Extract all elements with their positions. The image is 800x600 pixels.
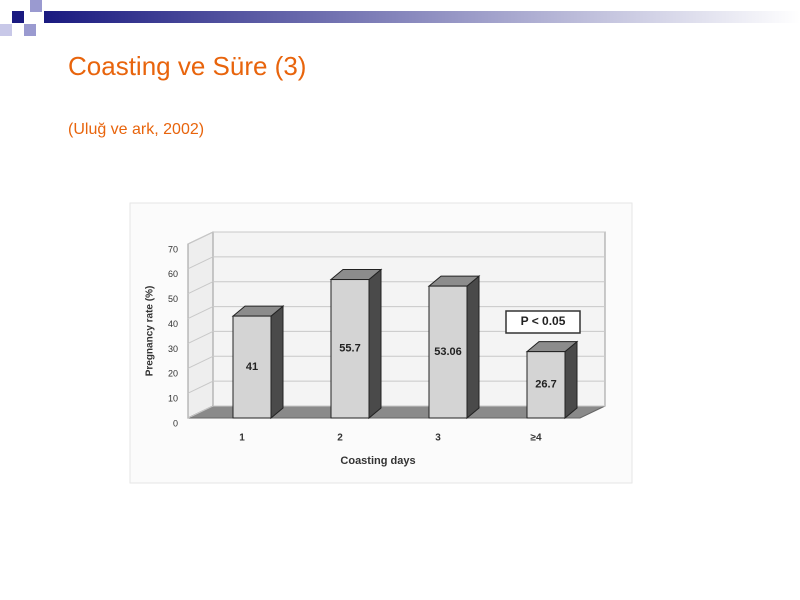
grid-line [187,256,214,270]
y-tick-label: 10 [168,394,178,404]
grid-line [187,380,214,394]
grid-line [187,330,214,344]
y-tick-label: 40 [168,319,178,329]
slide-title: Coasting ve Süre (3) [68,51,306,81]
chart: 0 10 20 30 40 50 60 70 Pregnancy rate (%) Coastin… [145,231,606,467]
data-label: 41 [246,361,258,373]
x-tick-label: 1 [239,433,245,444]
x-tick-label: 3 [435,433,441,444]
y-tick-label: 50 [168,294,178,304]
data-label: 55.7 [339,343,360,355]
annotation-box [505,310,581,334]
bar [232,315,272,419]
deco-square [12,11,24,23]
deco-square [24,24,36,36]
y-tick-label: 60 [168,269,178,279]
bar-side [368,268,382,420]
grid-line [187,281,214,295]
bar [428,285,468,419]
y-tick-label: 20 [168,369,178,379]
bar [526,351,566,419]
annotation: P < 0.05 [521,314,566,328]
bar-side [564,340,578,420]
grid-line [187,405,214,419]
deco-square [0,24,12,36]
deco-square [30,0,42,12]
slide-subtitle: (Uluğ ve ark, 2002) [68,121,204,138]
data-label: 26.7 [535,379,556,391]
y-tick-label: 30 [168,344,178,354]
side-wall [187,231,214,419]
y-tick-label: 70 [168,244,178,254]
grid-line [187,355,214,369]
x-tick-label: ≥4 [530,433,541,444]
grid-line [187,231,214,245]
header-band [44,11,800,23]
bar-side [270,305,284,420]
y-axis-label: Pregnancy rate (%) [145,286,156,377]
bar-side [466,275,480,420]
x-axis-label: Coasting days [340,455,415,467]
grid-line [187,306,214,320]
data-label: 53.06 [434,346,462,358]
bar [330,279,370,419]
y-tick-label: 0 [173,418,178,428]
x-tick-label: 2 [337,433,343,444]
